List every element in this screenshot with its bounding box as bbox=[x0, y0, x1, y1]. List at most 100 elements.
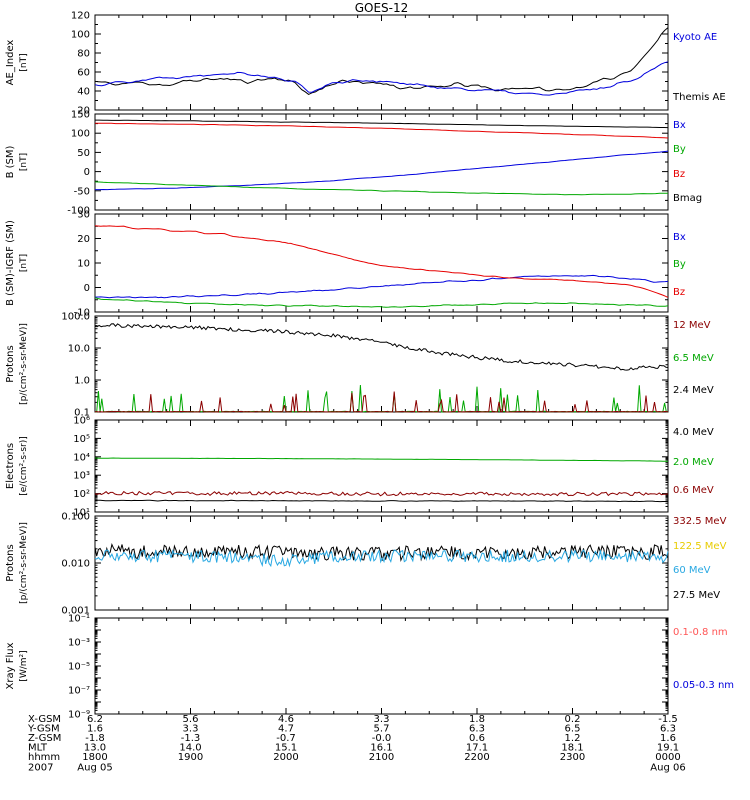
axis-row-value-hhmm-3: 2100 bbox=[369, 752, 394, 763]
y-tick-label: 10⁻⁹ bbox=[68, 710, 90, 721]
y-tick-label: 20 bbox=[77, 234, 90, 245]
axis-row-value-x-gsm-4: 1.8 bbox=[469, 714, 485, 725]
legend-0-1-0-8-nm: 0.1-0.8 nm bbox=[673, 627, 728, 638]
axis-row-value-x-gsm-5: 0.2 bbox=[565, 714, 581, 725]
series-bx bbox=[94, 274, 669, 299]
axis-row-value-hhmm-1: 1900 bbox=[178, 752, 203, 763]
y-tick-label: 80 bbox=[77, 49, 90, 60]
legend-332-5-mev: 332.5 MeV bbox=[673, 516, 727, 527]
y-axis-label: Electrons bbox=[5, 443, 16, 489]
legend-by: By bbox=[673, 259, 686, 270]
axis-row-value-y-gsm-1: 3.3 bbox=[183, 724, 199, 735]
y-axis-label: B (SM)-IGRF (SM) bbox=[5, 220, 16, 306]
axis-row-value-hhmm-0: 1800 bbox=[82, 752, 107, 763]
axis-row-label-y-gsm: Y-GSM bbox=[27, 724, 60, 735]
date-left: Aug 05 bbox=[77, 763, 112, 774]
panel-protons-low: 0.1 1.0 10.0 100.0 Protons [p/(cm²-s-sr-MeV)]… bbox=[5, 312, 714, 419]
y-axis-label: Protons bbox=[5, 544, 16, 581]
series-themis-ae bbox=[94, 27, 669, 95]
y-axis-label: Xray Flux bbox=[5, 642, 16, 689]
y-axis-label: Protons bbox=[5, 345, 16, 382]
panel-box bbox=[94, 617, 669, 715]
axis-row-value-mlt-4: 17.1 bbox=[466, 743, 488, 754]
y-axis-unit: [nT] bbox=[19, 254, 29, 272]
axis-row-value-mlt-5: 18.1 bbox=[561, 743, 583, 754]
legend-4-0-mev: 4.0 MeV bbox=[673, 427, 714, 438]
y-tick-label: -100 bbox=[67, 206, 90, 217]
y-tick-label: 100 bbox=[71, 129, 90, 140]
y-tick-label: 0 bbox=[84, 167, 90, 178]
y-axis-label: B (SM) bbox=[5, 145, 16, 178]
page-title: GOES-12 bbox=[354, 1, 409, 15]
axis-row-value-x-gsm-3: 3.3 bbox=[374, 714, 390, 725]
axis-row-value-z-gsm-0: -1.8 bbox=[85, 733, 105, 744]
panel-box bbox=[94, 14, 669, 111]
y-tick-label: 10² bbox=[73, 489, 90, 500]
panel-ae-index: 20 40 60 80 100 120 AE_Index [nT] Kyoto AE Themis… bbox=[5, 11, 726, 117]
y-tick-label: 0 bbox=[84, 283, 90, 294]
legend-by: By bbox=[673, 144, 686, 155]
panel-box bbox=[94, 419, 669, 513]
legend-27-5-mev: 27.5 MeV bbox=[673, 590, 720, 601]
axis-row-value-x-gsm-6: -1.5 bbox=[658, 714, 678, 725]
date-right: Aug 06 bbox=[650, 763, 685, 774]
y-tick-label: 50 bbox=[77, 148, 90, 159]
axis-row-value-hhmm-4: 2200 bbox=[464, 752, 489, 763]
y-tick-label: 120 bbox=[71, 11, 90, 22]
series-4-0-mev bbox=[94, 499, 669, 503]
y-tick-label: -10 bbox=[74, 308, 90, 319]
y-tick-label: 1.0 bbox=[74, 376, 90, 387]
axis-row-value-mlt-1: 14.0 bbox=[179, 743, 201, 754]
y-axis-unit: [p/(cm²-s-sr-MeV)] bbox=[19, 522, 29, 604]
axis-row-value-mlt-0: 13.0 bbox=[84, 743, 106, 754]
y-tick-label: 10⁶ bbox=[73, 416, 90, 427]
y-tick-label: 10⁻⁷ bbox=[68, 686, 90, 697]
y-axis-unit: [W/m²] bbox=[19, 650, 29, 681]
axis-row-label-z-gsm: Z-GSM bbox=[28, 733, 61, 744]
panel-xray-flux: 10⁻⁹ 10⁻⁷ 10⁻⁵ 10⁻³ 10⁻¹ Xray Flux [W/m²] 0.1-0… bbox=[5, 614, 734, 721]
axis-row-value-hhmm-5: 2300 bbox=[560, 752, 585, 763]
axis-row-value-z-gsm-4: 0.6 bbox=[469, 733, 485, 744]
legend-12-mev: 12 MeV bbox=[673, 320, 711, 331]
series-12-mev bbox=[94, 391, 669, 413]
y-tick-label: 10⁵ bbox=[73, 434, 90, 445]
y-tick-label: 10⁻³ bbox=[68, 638, 90, 649]
y-tick-label: 10⁻⁵ bbox=[68, 662, 90, 673]
axis-row-value-hhmm-2: 2000 bbox=[273, 752, 298, 763]
y-tick-label: 150 bbox=[71, 110, 90, 121]
y-tick-label: 10¹ bbox=[73, 508, 90, 519]
axis-row-label-mlt: MLT bbox=[28, 743, 48, 754]
legend-bx: Bx bbox=[673, 232, 686, 243]
y-tick-label: 100.0 bbox=[61, 312, 90, 323]
y-axis-unit: [e/(cm²-s-sr)] bbox=[19, 436, 29, 496]
y-tick-label: 30 bbox=[77, 210, 90, 221]
axis-row-value-z-gsm-1: -1.3 bbox=[181, 733, 201, 744]
y-tick-label: 0.100 bbox=[61, 512, 90, 523]
axis-row-value-y-gsm-3: 5.7 bbox=[374, 724, 390, 735]
series-60-mev bbox=[94, 549, 669, 568]
y-tick-label: 10⁻¹ bbox=[68, 614, 90, 625]
y-tick-label: 0.010 bbox=[61, 559, 90, 570]
legend-122-5-mev: 122.5 MeV bbox=[673, 541, 727, 552]
series-2-0-mev bbox=[94, 457, 668, 462]
y-tick-label: 10⁴ bbox=[73, 452, 90, 463]
y-tick-label: -50 bbox=[74, 186, 90, 197]
legend-bz: Bz bbox=[673, 287, 685, 298]
y-tick-label: 20 bbox=[77, 106, 90, 117]
axis-row-value-y-gsm-4: 6.3 bbox=[469, 724, 485, 735]
axis-row-value-y-gsm-2: 4.7 bbox=[278, 724, 294, 735]
legend-2-0-mev: 2.0 MeV bbox=[673, 457, 714, 468]
axis-row-value-y-gsm-0: 1.6 bbox=[87, 724, 103, 735]
y-tick-label: 10.0 bbox=[68, 344, 90, 355]
axis-row-value-x-gsm-0: 6.2 bbox=[87, 714, 103, 725]
y-tick-label: 60 bbox=[77, 68, 90, 79]
axis-row-value-x-gsm-1: 5.6 bbox=[183, 714, 199, 725]
legend-bmag: Bmag bbox=[673, 193, 702, 204]
y-axis-label: AE_Index bbox=[5, 40, 16, 86]
panel-protons-high: 0.001 0.010 0.100 Protons [p/(cm²-s-sr-MeV)]… bbox=[5, 512, 727, 617]
y-tick-label: 10 bbox=[77, 259, 90, 270]
legend-6-5-mev: 6.5 MeV bbox=[673, 353, 714, 364]
series-by bbox=[94, 181, 668, 196]
